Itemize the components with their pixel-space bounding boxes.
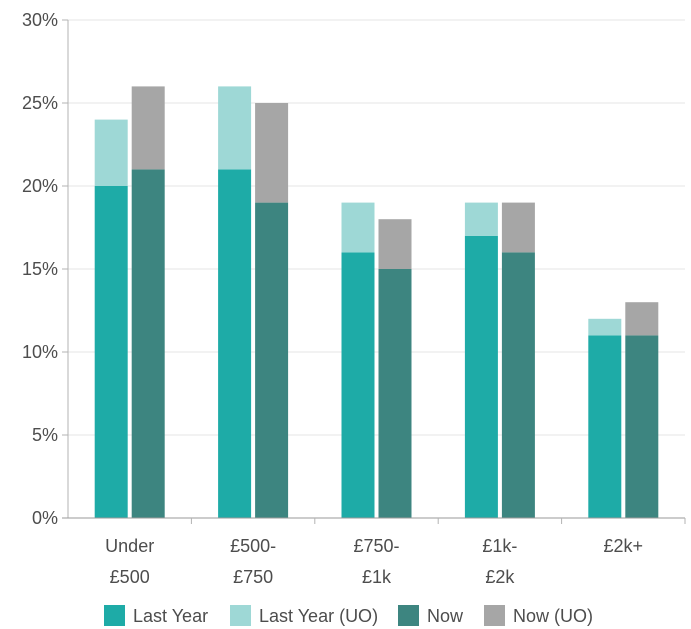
bar-last-year (464, 235, 498, 519)
bar-last-year-uo (94, 119, 128, 186)
x-axis-tick-labels: Under £500 £500- £750 £750- £1k £1k- £2k £2k+ (105, 518, 686, 587)
bar-now (255, 202, 289, 518)
bar-now-uo (255, 103, 289, 203)
bar-last-year (218, 169, 252, 518)
legend-swatch (398, 605, 419, 626)
y-tick-label: 30% (22, 10, 58, 30)
bar-now (378, 269, 412, 518)
x-tick-label: £2k+ (604, 536, 644, 556)
legend-label: Last Year (133, 606, 208, 626)
x-tick-label: £500 (110, 567, 150, 587)
grid-lines (68, 19, 685, 436)
y-tick-label: 0% (32, 508, 58, 528)
bar-last-year-uo (218, 86, 252, 170)
legend-swatch (230, 605, 251, 626)
bar-now-uo (501, 202, 535, 253)
bar-last-year (341, 252, 375, 518)
bar-last-year-uo (588, 318, 622, 336)
x-tick-label: £750 (233, 567, 273, 587)
bar-last-year (94, 186, 128, 518)
bar-now-uo (378, 219, 412, 269)
bar-now-uo (131, 86, 165, 170)
y-axis-tick-labels: 0% 5% 10% 15% 20% 25% 30% (22, 10, 68, 528)
bar-now-uo (625, 302, 659, 336)
legend-label: Last Year (UO) (259, 606, 378, 626)
bar-last-year-uo (464, 202, 498, 236)
y-tick-label: 15% (22, 259, 58, 279)
bars (94, 86, 659, 519)
x-tick-label: Under (105, 536, 154, 556)
axes (62, 20, 685, 519)
bar-last-year-uo (341, 202, 375, 253)
x-tick-label: £750- (353, 536, 399, 556)
legend-swatch (104, 605, 125, 626)
y-tick-label: 10% (22, 342, 58, 362)
bar-now (131, 169, 165, 518)
legend-label: Now (427, 606, 464, 626)
x-tick-label: £1k (362, 567, 392, 587)
legend-label: Now (UO) (513, 606, 593, 626)
y-tick-label: 20% (22, 176, 58, 196)
legend-swatch (484, 605, 505, 626)
x-tick-label: £1k- (482, 536, 517, 556)
bar-last-year (588, 335, 622, 518)
bar-now (625, 335, 659, 518)
legend: Last Year Last Year (UO) Now Now (UO) (104, 605, 593, 626)
x-tick-label: £500- (230, 536, 276, 556)
bar-now (501, 252, 535, 518)
y-tick-label: 25% (22, 93, 58, 113)
x-tick-label: £2k (485, 567, 515, 587)
y-tick-label: 5% (32, 425, 58, 445)
